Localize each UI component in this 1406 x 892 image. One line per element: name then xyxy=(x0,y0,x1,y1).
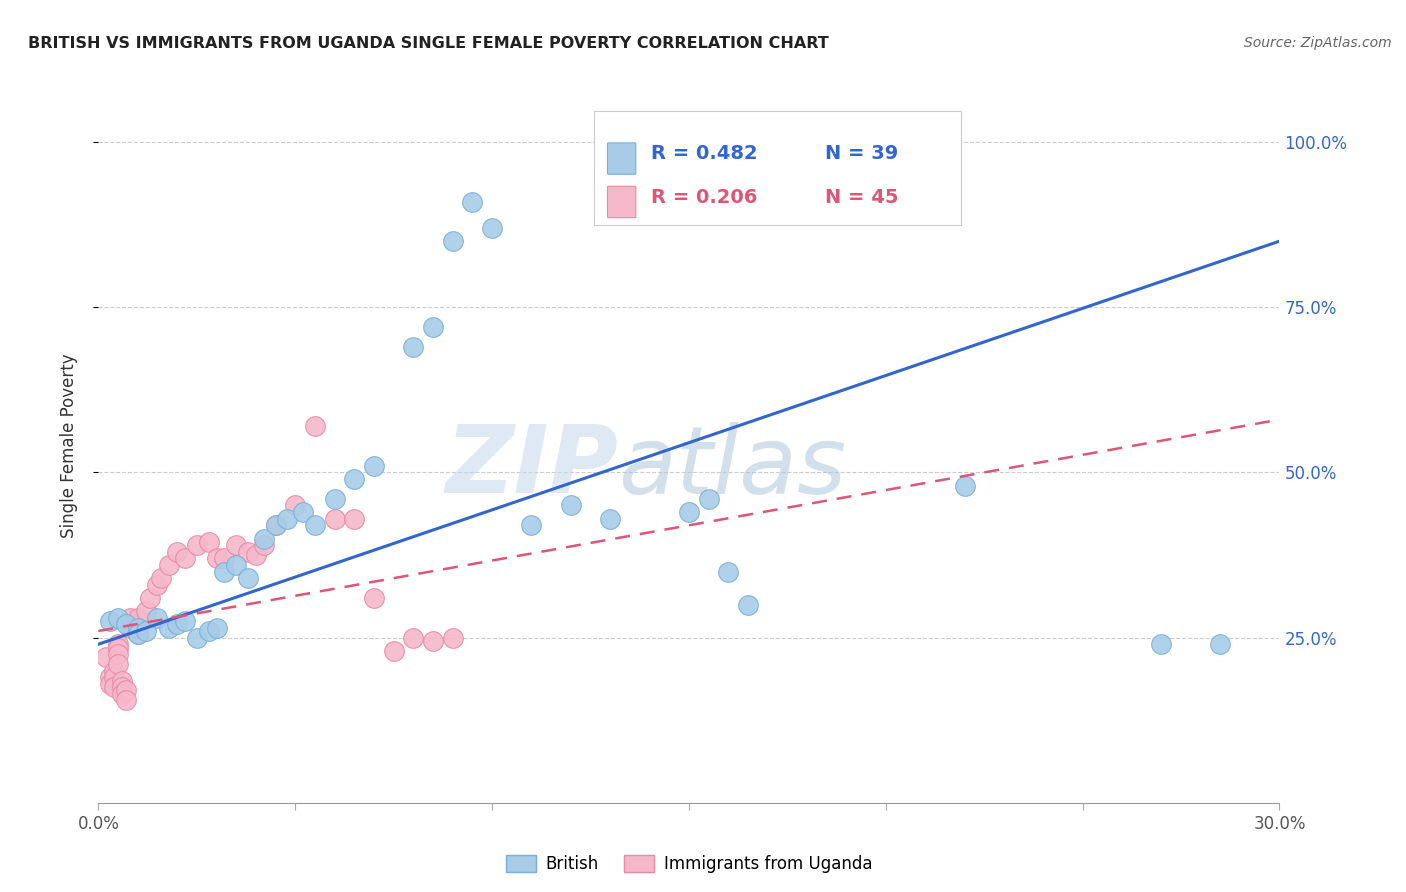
Point xyxy=(127,621,149,635)
Point xyxy=(402,340,425,354)
Text: N = 39: N = 39 xyxy=(825,145,898,163)
Point xyxy=(461,194,484,209)
Bar xyxy=(595,111,960,225)
Point xyxy=(697,491,720,506)
Point xyxy=(225,538,247,552)
Point xyxy=(304,518,326,533)
Point xyxy=(441,234,464,248)
Y-axis label: Single Female Poverty: Single Female Poverty xyxy=(59,354,77,538)
Point xyxy=(118,621,141,635)
Point xyxy=(103,670,125,684)
Text: R = 0.482: R = 0.482 xyxy=(651,145,758,163)
Point xyxy=(225,558,247,572)
Point xyxy=(284,499,307,513)
Point xyxy=(186,631,208,645)
Point xyxy=(197,624,219,638)
Point xyxy=(402,631,425,645)
Point xyxy=(205,621,228,635)
Point xyxy=(422,320,444,334)
Point xyxy=(363,458,385,473)
Text: atlas: atlas xyxy=(619,422,846,513)
Point xyxy=(441,631,464,645)
Point xyxy=(292,505,315,519)
Point xyxy=(245,548,267,562)
Point xyxy=(737,598,759,612)
Point xyxy=(98,614,121,628)
Point xyxy=(363,591,385,605)
Point xyxy=(98,670,121,684)
Point xyxy=(264,518,287,533)
Point xyxy=(107,647,129,661)
Point xyxy=(127,611,149,625)
Text: BRITISH VS IMMIGRANTS FROM UGANDA SINGLE FEMALE POVERTY CORRELATION CHART: BRITISH VS IMMIGRANTS FROM UGANDA SINGLE… xyxy=(28,36,830,51)
Point xyxy=(127,627,149,641)
Point xyxy=(115,693,138,707)
Point xyxy=(118,611,141,625)
Point xyxy=(264,518,287,533)
Point xyxy=(150,571,173,585)
Point xyxy=(197,534,219,549)
Point xyxy=(107,657,129,671)
Point xyxy=(107,611,129,625)
Point xyxy=(166,545,188,559)
Text: ZIP: ZIP xyxy=(446,421,619,514)
Point xyxy=(520,518,543,533)
Point xyxy=(135,604,157,618)
Point xyxy=(236,545,259,559)
Point xyxy=(111,673,134,688)
Point xyxy=(103,680,125,694)
Point xyxy=(98,677,121,691)
Point xyxy=(146,611,169,625)
Point xyxy=(343,511,366,525)
Point xyxy=(953,478,976,492)
Text: N = 45: N = 45 xyxy=(825,188,898,207)
Point xyxy=(1150,637,1173,651)
Point xyxy=(174,551,197,566)
FancyBboxPatch shape xyxy=(607,186,636,218)
Point xyxy=(323,491,346,506)
Point xyxy=(717,565,740,579)
Point xyxy=(122,617,145,632)
Point xyxy=(422,634,444,648)
Legend: British, Immigrants from Uganda: British, Immigrants from Uganda xyxy=(499,848,879,880)
Point xyxy=(678,505,700,519)
Point xyxy=(157,558,180,572)
Point xyxy=(599,511,621,525)
Text: R = 0.206: R = 0.206 xyxy=(651,188,758,207)
Point xyxy=(1209,637,1232,651)
Point xyxy=(205,551,228,566)
Point xyxy=(111,680,134,694)
Point xyxy=(174,614,197,628)
Point xyxy=(560,499,582,513)
Point xyxy=(214,551,236,566)
Point xyxy=(382,644,405,658)
Point xyxy=(127,627,149,641)
Point xyxy=(115,617,138,632)
Point xyxy=(96,650,118,665)
Point xyxy=(138,591,160,605)
FancyBboxPatch shape xyxy=(607,143,636,174)
Text: Source: ZipAtlas.com: Source: ZipAtlas.com xyxy=(1244,36,1392,50)
Point xyxy=(214,565,236,579)
Point xyxy=(481,221,503,235)
Point xyxy=(253,538,276,552)
Point xyxy=(186,538,208,552)
Point xyxy=(304,419,326,434)
Point xyxy=(135,624,157,638)
Point xyxy=(115,683,138,698)
Point xyxy=(107,637,129,651)
Point xyxy=(146,578,169,592)
Point xyxy=(111,687,134,701)
Point xyxy=(166,617,188,632)
Point xyxy=(276,511,298,525)
Point xyxy=(107,640,129,655)
Point xyxy=(323,511,346,525)
Point xyxy=(103,664,125,678)
Point xyxy=(343,472,366,486)
Point xyxy=(157,621,180,635)
Point xyxy=(253,532,276,546)
Point xyxy=(236,571,259,585)
